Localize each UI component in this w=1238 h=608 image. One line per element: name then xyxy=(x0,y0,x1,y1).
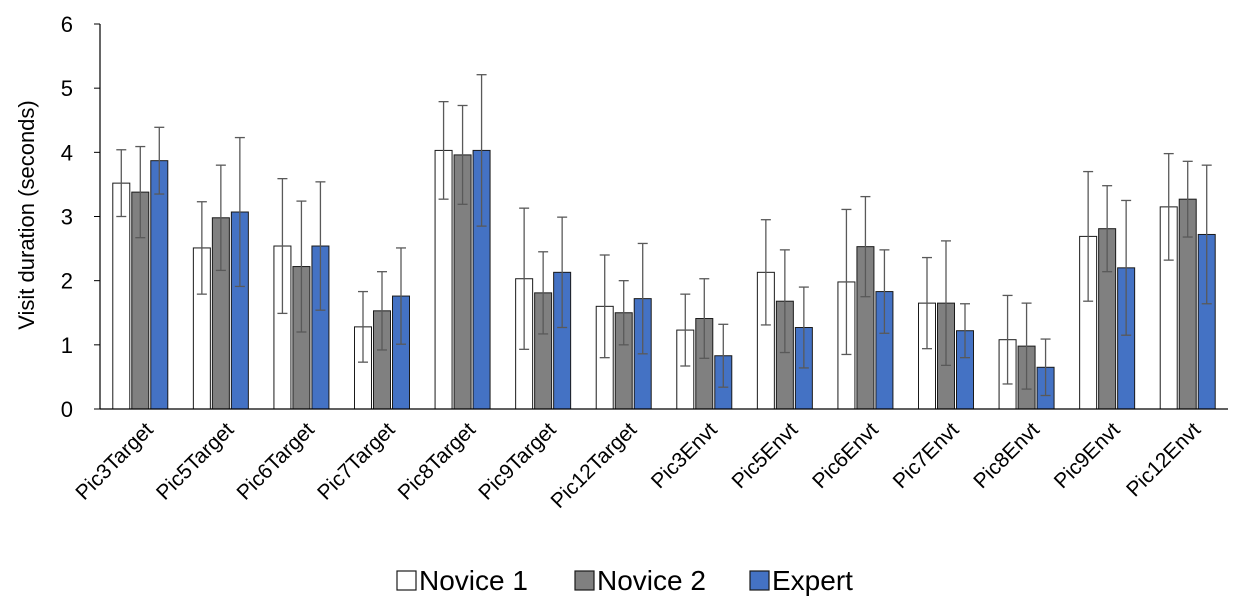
y-tick-label: 3 xyxy=(61,205,73,230)
x-category-label: Pic9Envt xyxy=(1050,418,1125,493)
legend-swatch-expert xyxy=(749,570,770,591)
x-category-label: Pic3Envt xyxy=(647,418,722,493)
x-category-label: Pic12Target xyxy=(547,418,642,513)
x-category-label: Pic6Envt xyxy=(808,418,883,493)
x-category-label: Pic7Envt xyxy=(889,418,964,493)
x-category-label: Pic8Envt xyxy=(969,418,1044,493)
y-axis-title: Visit duration (seconds) xyxy=(14,100,39,330)
x-category-label: Pic3Target xyxy=(71,418,158,505)
bars-group xyxy=(112,74,1216,410)
y-axis: 0 1 2 3 4 5 6 xyxy=(61,12,101,422)
x-category-label: Pic9Target xyxy=(474,418,561,505)
legend-label-novice-1: Novice 1 xyxy=(419,565,528,596)
legend-swatch-novice-2 xyxy=(574,570,595,591)
y-tick-label: 6 xyxy=(61,12,73,37)
x-category-label: Pic5Target xyxy=(152,418,239,505)
x-axis: Pic3TargetPic5TargetPic6TargetPic7Target… xyxy=(71,408,1228,513)
bar-expert xyxy=(150,160,169,410)
legend: Novice 1 Novice 2 Expert xyxy=(396,565,853,596)
x-category-label: Pic5Envt xyxy=(728,418,803,493)
x-category-label: Pic8Target xyxy=(394,418,481,505)
y-tick-label: 5 xyxy=(61,76,73,101)
y-tick-label: 4 xyxy=(61,140,73,165)
y-tick-label: 1 xyxy=(61,333,73,358)
y-tick-label: 2 xyxy=(61,269,73,294)
x-category-label: Pic12Envt xyxy=(1122,418,1205,501)
legend-swatch-novice-1 xyxy=(396,570,417,591)
legend-label-novice-2: Novice 2 xyxy=(597,565,706,596)
x-category-label: Pic6Target xyxy=(233,418,320,505)
x-category-label: Pic7Target xyxy=(313,418,400,505)
y-tick-label: 0 xyxy=(61,397,73,422)
legend-label-expert: Expert xyxy=(772,565,853,596)
